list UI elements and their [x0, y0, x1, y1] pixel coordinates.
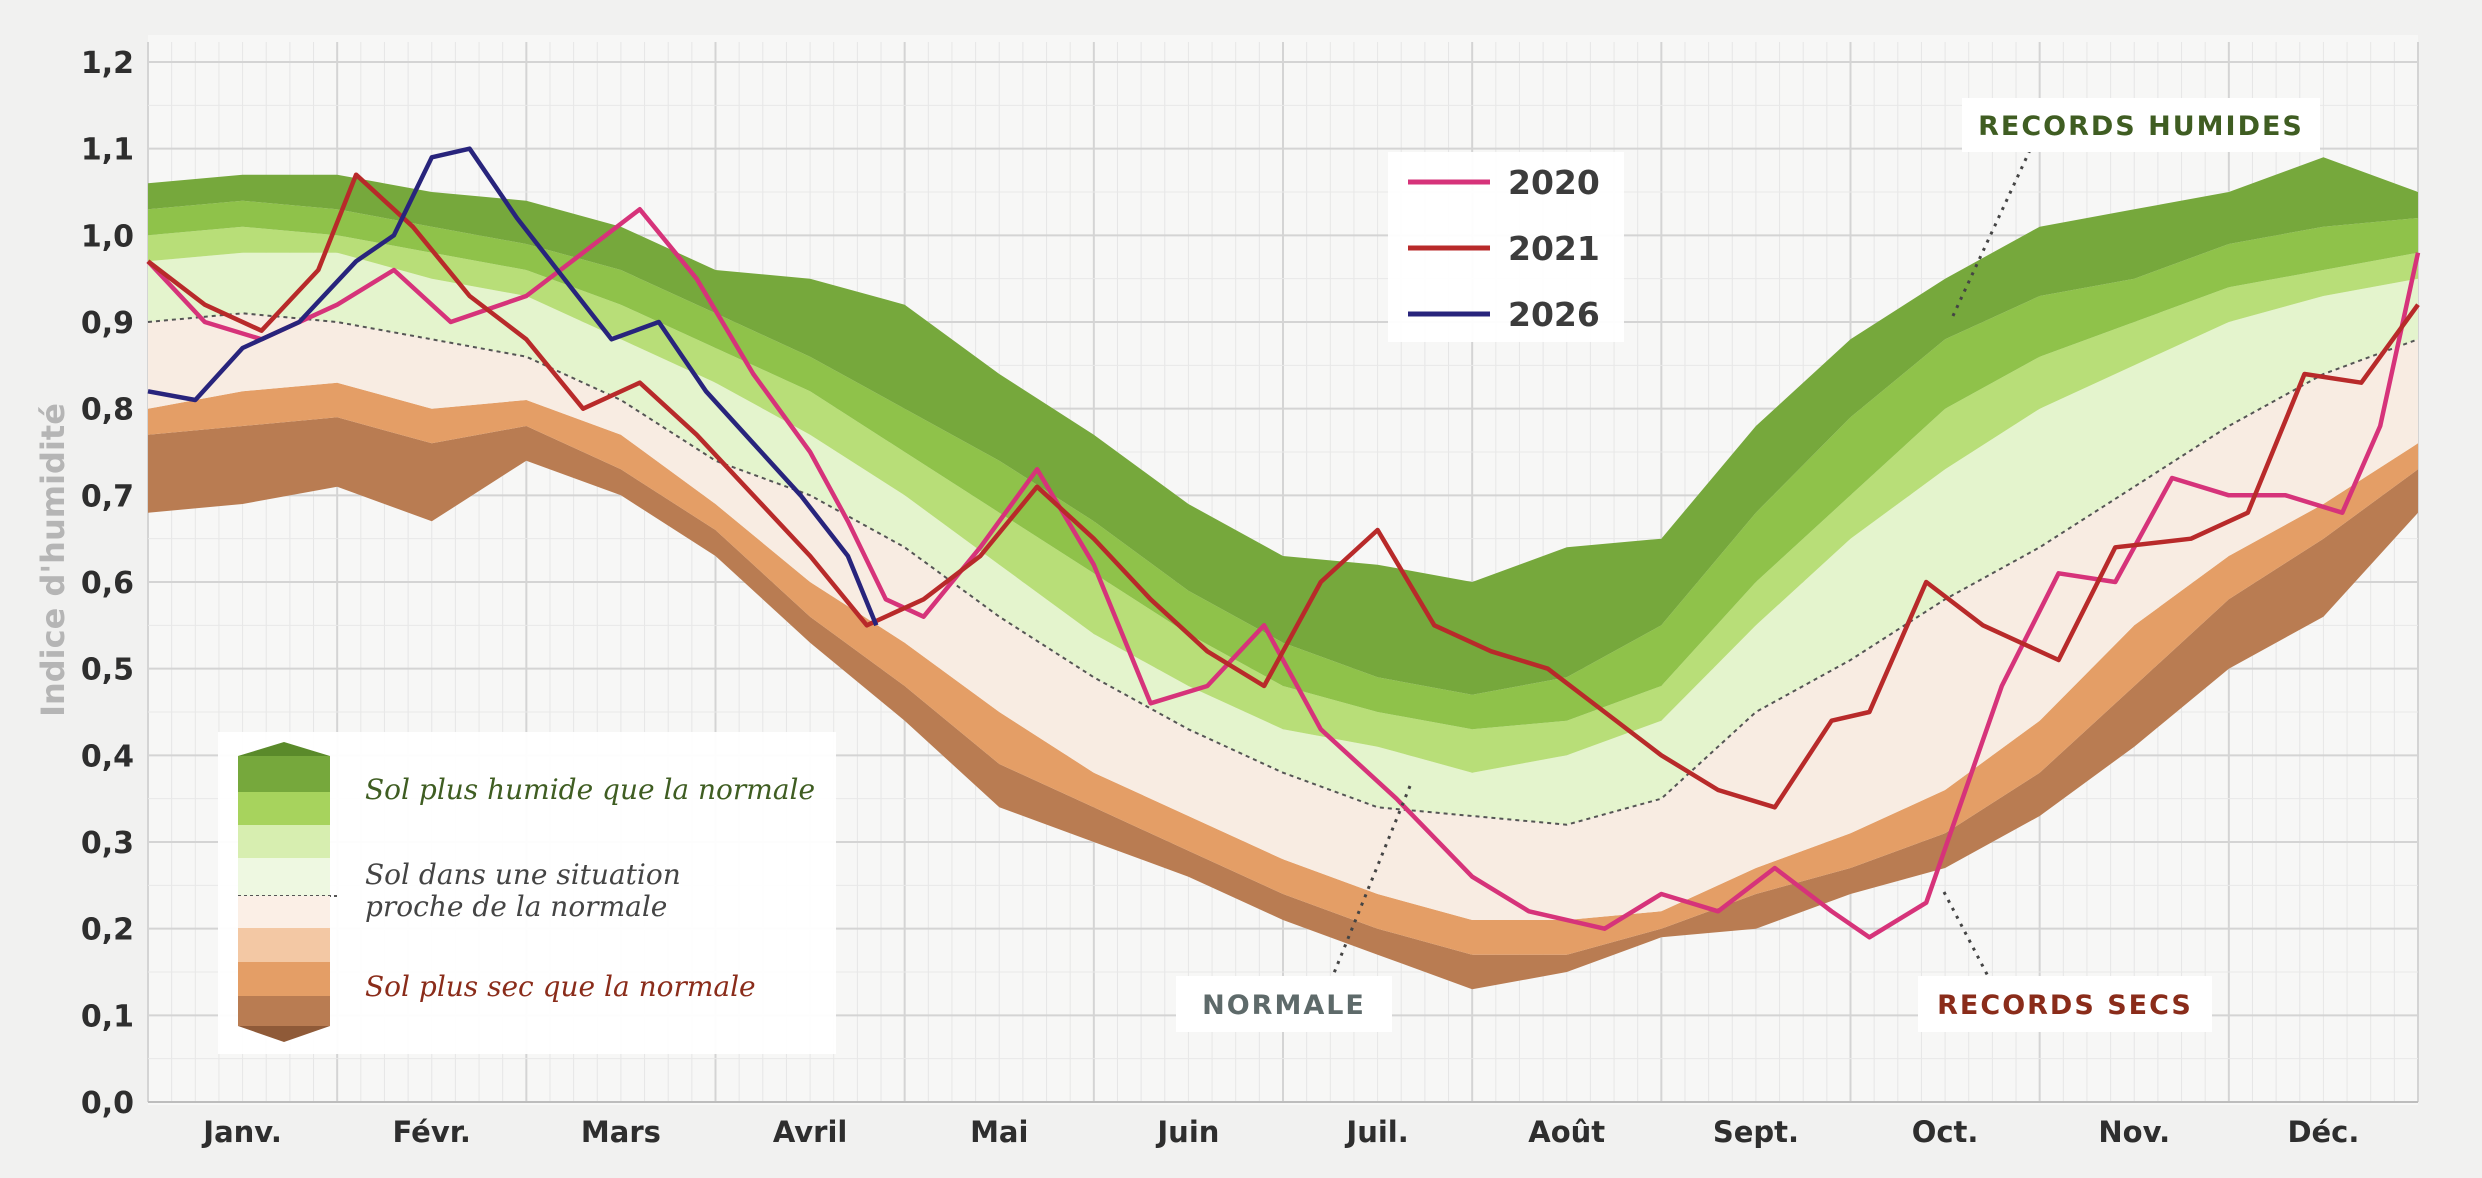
- y-tick-label: 0,1: [81, 999, 134, 1034]
- band-swatch-near-dry: [238, 896, 330, 928]
- normale-line: [147, 312, 2419, 826]
- series-line-2026: [147, 146, 879, 627]
- callout-box: [1176, 976, 1392, 1032]
- y-tick-label: 0,4: [81, 739, 134, 774]
- callout-box: [1962, 98, 2320, 152]
- y-tick-label: 0,3: [81, 826, 134, 861]
- y-tick-label: 1,0: [81, 219, 134, 254]
- x-tick-label: Avril: [773, 1115, 848, 1149]
- y-tick-label: 1,1: [81, 133, 134, 168]
- y-tick-label: 0,7: [81, 479, 134, 514]
- legend-label-2021: 2021: [1508, 229, 1600, 268]
- band-swatch-hum-mid: [238, 792, 330, 825]
- band-sec-dark: [148, 417, 2418, 990]
- series-line-2020: [146, 207, 2421, 940]
- band-label-wet: Sol plus humide que la normale: [365, 773, 815, 806]
- x-tick-label: Mai: [970, 1115, 1028, 1149]
- band-hum-mid: [148, 200, 2418, 730]
- y-tick-label: 0,2: [81, 913, 134, 948]
- x-tick-label: Mars: [581, 1115, 661, 1149]
- x-tick-label: Sept.: [1713, 1115, 1799, 1149]
- band-swatch-sec-light: [238, 928, 330, 962]
- band-near-normal-dry: [148, 313, 2418, 920]
- wet-arrow-icon: [238, 742, 330, 756]
- band-label-dry: Sol plus sec que la normale: [365, 970, 756, 1003]
- callout-records-humides: RECORDS HUMIDES: [1950, 98, 2320, 319]
- soil-humidity-bands: [148, 157, 2418, 990]
- x-tick-label: Août: [1528, 1115, 1605, 1149]
- callout-pointer: [1950, 149, 2032, 319]
- band-swatch-sec-mid: [238, 962, 330, 996]
- x-tick-label: Déc.: [2287, 1115, 2359, 1149]
- series-lines: [146, 146, 2421, 940]
- callout-text: RECORDS HUMIDES: [1978, 111, 2304, 142]
- band-legend: Sol plus humide que la normale Sol dans …: [218, 732, 836, 1054]
- x-tick-label: Oct.: [1912, 1115, 1979, 1149]
- callout-records-secs: RECORDS SECS: [1918, 891, 2212, 1032]
- y-tick-label: 0,8: [81, 393, 134, 428]
- callout-box: [1918, 976, 2212, 1032]
- y-tick-label: 0,0: [81, 1086, 134, 1121]
- axes: 0,0 0,1 0,2 0,3 0,4 0,5 0,6 0,7 0,8 0,9 1,0 1,1 1,2 J…: [81, 46, 2418, 1149]
- y-axis-label: Indice d'humidité: [34, 403, 72, 717]
- band-hum-dark: [148, 157, 2418, 695]
- legend-label-2026: 2026: [1508, 295, 1600, 334]
- y-tick-label: 0,9: [81, 306, 134, 341]
- band-swatch-hum-light: [238, 825, 330, 858]
- band-near-normal-wet: [148, 252, 2418, 825]
- x-tick-label: Janv.: [201, 1115, 282, 1149]
- series-line-2021: [146, 172, 2420, 810]
- callout-pointer: [1942, 891, 1992, 981]
- x-tick-label: Févr.: [393, 1115, 471, 1149]
- band-hum-light: [148, 226, 2418, 773]
- legend-label-2020: 2020: [1508, 163, 1600, 202]
- band-swatch-hum-dark: [238, 756, 330, 792]
- band-sec-mid: [148, 382, 2418, 955]
- dry-arrow-icon: [238, 1026, 330, 1042]
- series-legend-entries: 2020 2021 2026: [1408, 163, 1600, 334]
- callout-pointer: [1330, 785, 1412, 979]
- callout-normale: NORMALE: [1176, 785, 1412, 1032]
- band-swatch-sec-dark: [238, 996, 330, 1026]
- x-tick-label: Nov.: [2098, 1115, 2170, 1149]
- series-legend: 2020 2021 2026: [1388, 152, 1624, 342]
- y-tick-label: 1,2: [81, 46, 134, 81]
- y-tick-label: 0,5: [81, 653, 134, 688]
- callout-text: RECORDS SECS: [1937, 990, 2193, 1021]
- band-label-normal-1: Sol dans une situation: [365, 858, 681, 891]
- x-tick-label: Juin: [1155, 1115, 1219, 1149]
- band-label-normal-2: proche de la normale: [365, 890, 667, 923]
- band-swatch-near-wet: [238, 858, 330, 896]
- callout-text: NORMALE: [1202, 990, 1366, 1021]
- y-tick-label: 0,6: [81, 566, 134, 601]
- x-tick-label: Juil.: [1344, 1115, 1408, 1149]
